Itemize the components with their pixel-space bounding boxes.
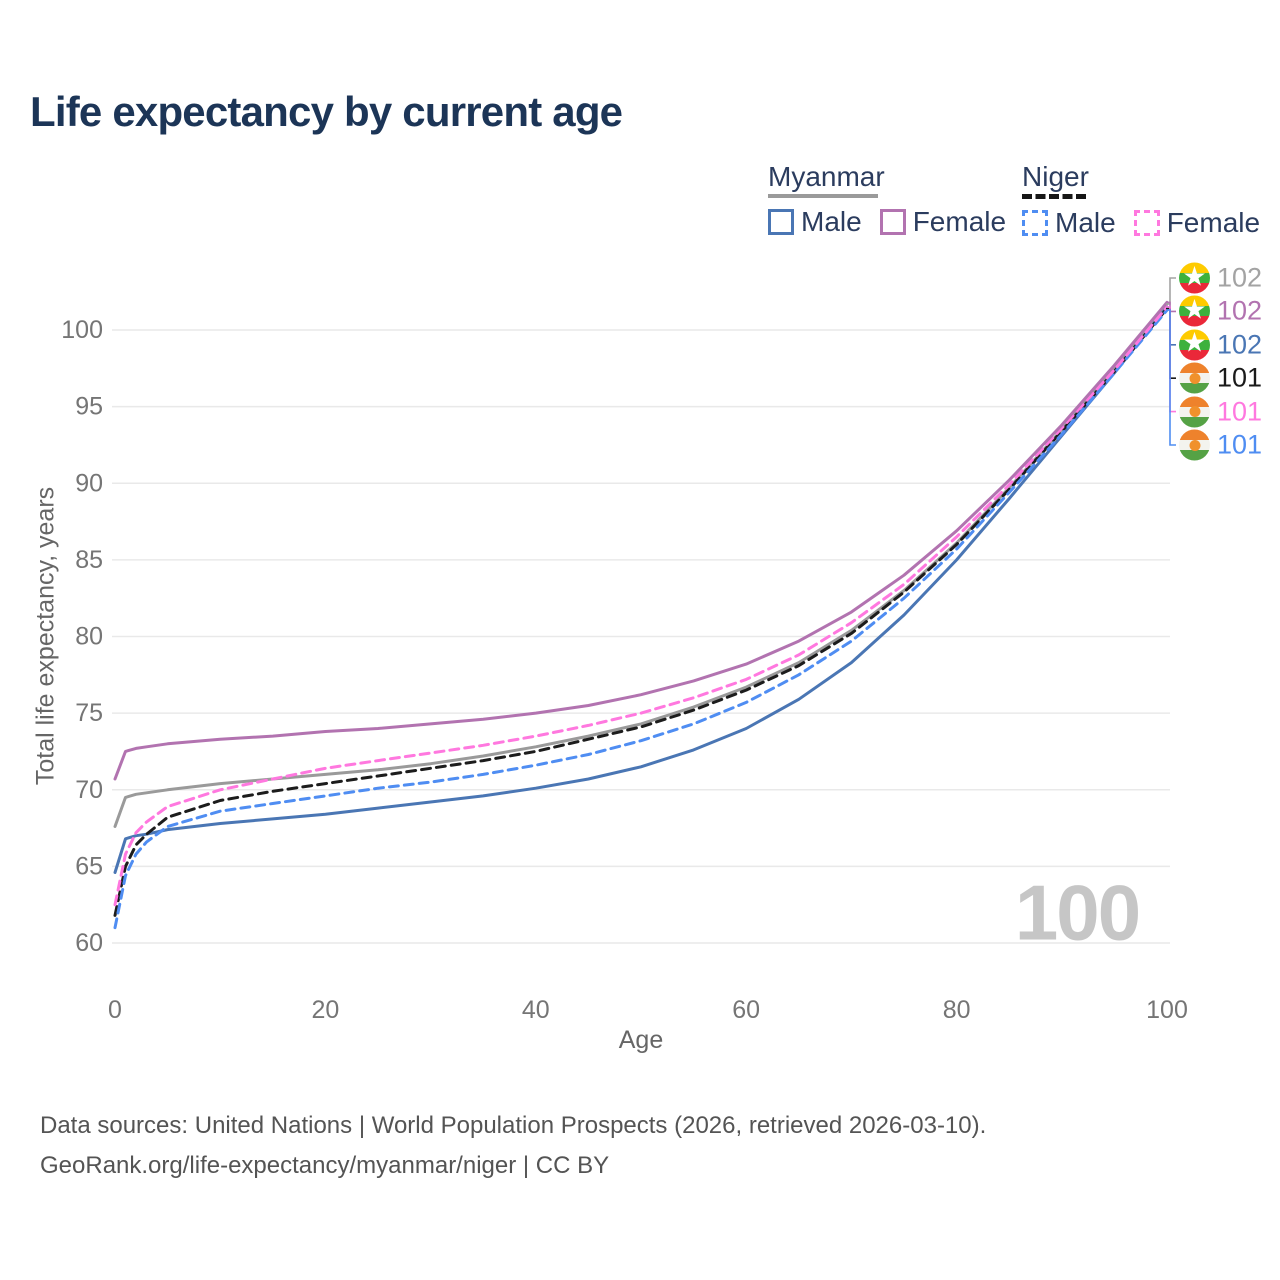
- series-line-myanmar-total[interactable]: [113, 302, 1169, 828]
- end-label-connector: [1166, 277, 1176, 305]
- y-axis-title: Total life expectancy, years: [31, 486, 60, 786]
- series-line-niger-male[interactable]: [113, 308, 1169, 930]
- end-label-value: 101: [1217, 362, 1263, 393]
- niger-flag-icon: [1179, 429, 1210, 461]
- page-title: Life expectancy by current age: [30, 88, 623, 135]
- legend-group-myanmar: Myanmar Male Female: [768, 162, 1006, 238]
- legend-header-niger: Niger: [1022, 161, 1089, 192]
- series-line-niger-total[interactable]: [113, 307, 1169, 917]
- circle-glyph: [1189, 406, 1200, 418]
- end-label-connector: [1166, 306, 1176, 413]
- x-tick-label: 0: [108, 996, 122, 1024]
- legend-label: Female: [912, 206, 1007, 238]
- niger-female-swatch-icon: [1133, 210, 1160, 237]
- end-label-connector: [1166, 309, 1176, 446]
- legend-item-niger-male[interactable]: Male: [1022, 207, 1116, 239]
- legend-group-niger: Niger Male Female: [1022, 162, 1260, 239]
- end-label-value: 102: [1217, 262, 1263, 293]
- x-axis-title: Age: [618, 1026, 664, 1054]
- y-tick-label: 60: [75, 929, 103, 957]
- end-label-row: 101: [1179, 362, 1263, 394]
- myanmar-flag-icon: ★: [1179, 262, 1210, 294]
- legend-label: Male: [801, 206, 862, 238]
- y-tick-label: 70: [75, 776, 103, 804]
- x-tick-label: 40: [522, 996, 550, 1024]
- niger-flag-icon: [1179, 362, 1210, 394]
- x-tick-label: 60: [732, 996, 760, 1024]
- end-label-connector: [1166, 306, 1176, 346]
- myanmar-flag-icon: ★: [1179, 295, 1210, 327]
- myanmar-female-swatch-icon: [879, 209, 906, 236]
- end-label-value: 102: [1217, 295, 1263, 326]
- y-tick-label: 100: [61, 316, 103, 344]
- niger-male-swatch-icon: [1022, 210, 1048, 237]
- x-tick-label: 100: [1146, 996, 1188, 1024]
- series-line-myanmar-male[interactable]: [113, 305, 1169, 874]
- end-label-row: ★ 102: [1179, 329, 1263, 361]
- legend-item-myanmar-male[interactable]: Male: [768, 206, 862, 238]
- x-tick-label: 20: [311, 996, 339, 1024]
- circle-glyph: [1189, 372, 1200, 384]
- legend-item-niger-female[interactable]: Female: [1133, 207, 1261, 239]
- end-label-value: 102: [1217, 329, 1263, 360]
- footer: Data sources: United Nations | World Pop…: [40, 1106, 986, 1186]
- series-line-niger-female[interactable]: [113, 305, 1169, 907]
- end-label-value: 101: [1217, 396, 1263, 427]
- y-tick-label: 80: [75, 623, 103, 651]
- series-line-myanmar-female[interactable]: [113, 300, 1169, 781]
- end-label-row: ★ 102: [1179, 295, 1263, 327]
- myanmar-line-swatch: [768, 194, 878, 199]
- y-tick-label: 85: [75, 546, 103, 574]
- age-watermark: 100: [1014, 868, 1141, 957]
- niger-flag-icon: [1179, 396, 1210, 428]
- footer-sources: Data sources: United Nations | World Pop…: [40, 1112, 987, 1139]
- end-label-connector: [1166, 307, 1176, 379]
- star-glyph: ★: [1182, 295, 1207, 325]
- myanmar-male-swatch-icon: [768, 209, 794, 236]
- end-label-value: 101: [1217, 429, 1263, 460]
- end-label-row: 101: [1179, 429, 1263, 461]
- y-tick-label: 75: [75, 699, 103, 727]
- y-tick-label: 65: [75, 852, 103, 880]
- circle-glyph: [1189, 439, 1200, 451]
- legend-label: Male: [1055, 207, 1116, 239]
- x-tick-label: 80: [943, 996, 971, 1024]
- legend-header-myanmar: Myanmar: [768, 161, 885, 192]
- footer-url: GeoRank.org/life-expectancy/myanmar/nige…: [40, 1152, 610, 1179]
- end-label-row: ★ 102: [1179, 262, 1263, 294]
- legend-item-myanmar-female[interactable]: Female: [879, 206, 1007, 238]
- legend-label: Female: [1166, 207, 1261, 239]
- y-tick-label: 95: [75, 393, 103, 421]
- myanmar-flag-icon: ★: [1179, 329, 1210, 361]
- star-glyph: ★: [1182, 262, 1207, 291]
- y-tick-label: 90: [75, 469, 103, 497]
- end-label-row: 101: [1179, 396, 1263, 428]
- niger-line-swatch: [1022, 194, 1086, 200]
- star-glyph: ★: [1182, 329, 1207, 358]
